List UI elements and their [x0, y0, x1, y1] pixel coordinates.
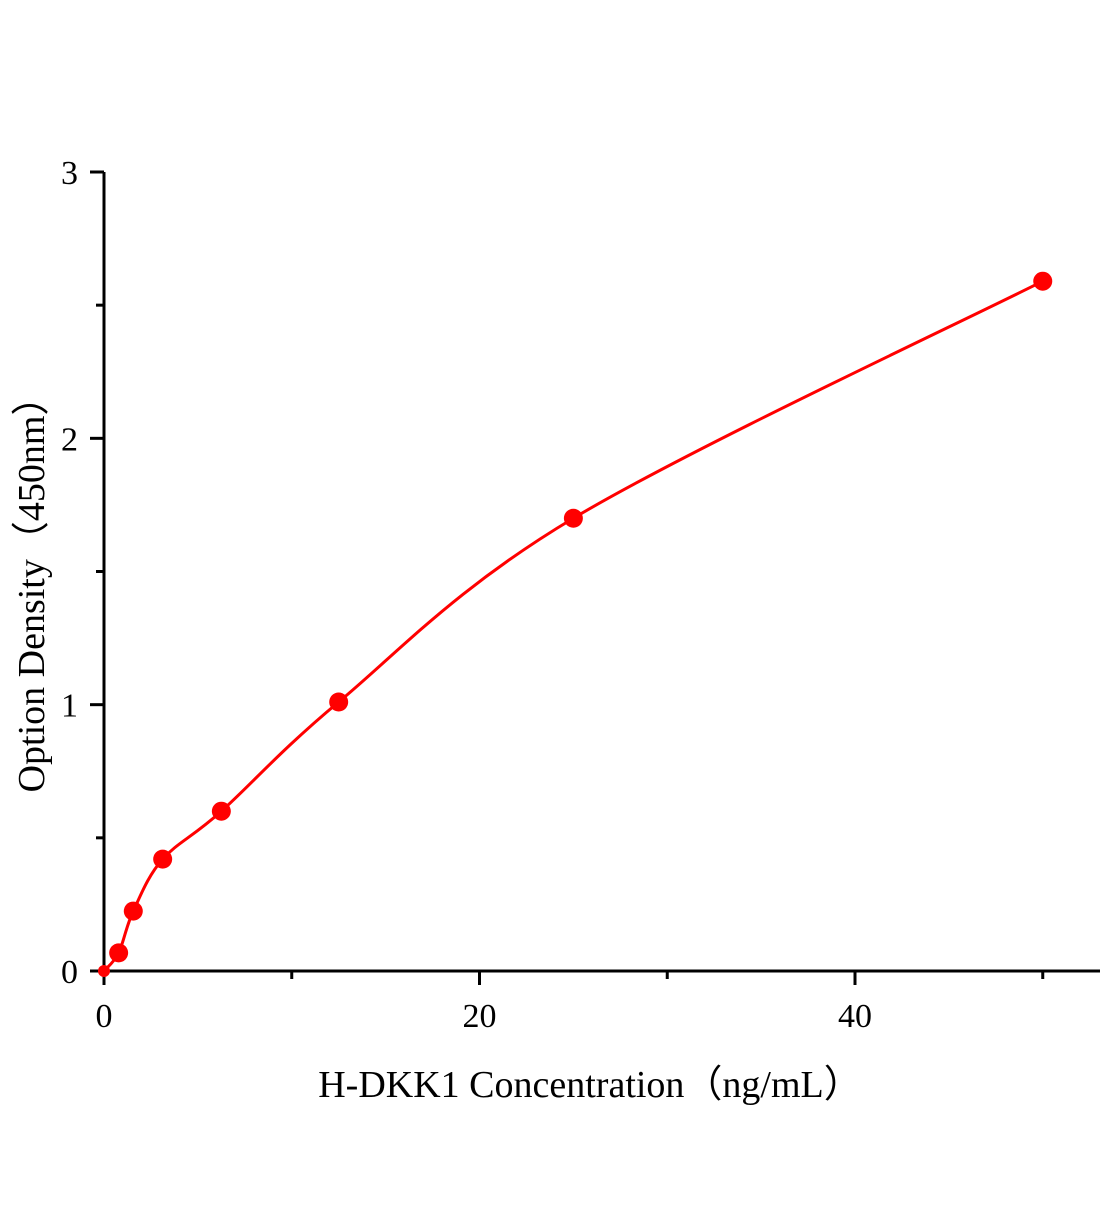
- data-point: [153, 849, 173, 869]
- data-point: [98, 965, 110, 977]
- fit-curve: [102, 279, 1044, 973]
- data-point: [211, 801, 231, 821]
- x-axis-label: H-DKK1 Concentration（ng/mL）: [318, 1064, 862, 1106]
- y-tick-label: 0: [61, 954, 78, 991]
- data-points-layer: [98, 271, 1053, 977]
- y-tick-label: 2: [61, 421, 78, 458]
- data-point: [329, 692, 349, 712]
- x-tick-label: 40: [838, 998, 872, 1035]
- data-point: [563, 508, 583, 528]
- data-point: [123, 901, 143, 921]
- x-tick-label: 20: [463, 998, 497, 1035]
- x-tick-label: 0: [96, 998, 113, 1035]
- y-tick-label: 3: [61, 155, 78, 192]
- y-axis-label: Option Density（450nm）: [11, 378, 53, 793]
- axes: 0 20 40 0 1 2 3: [61, 155, 1100, 1035]
- data-point: [1033, 271, 1053, 291]
- data-point: [109, 943, 129, 963]
- y-tick-label: 1: [61, 688, 78, 725]
- fit-curve-layer: [102, 279, 1044, 973]
